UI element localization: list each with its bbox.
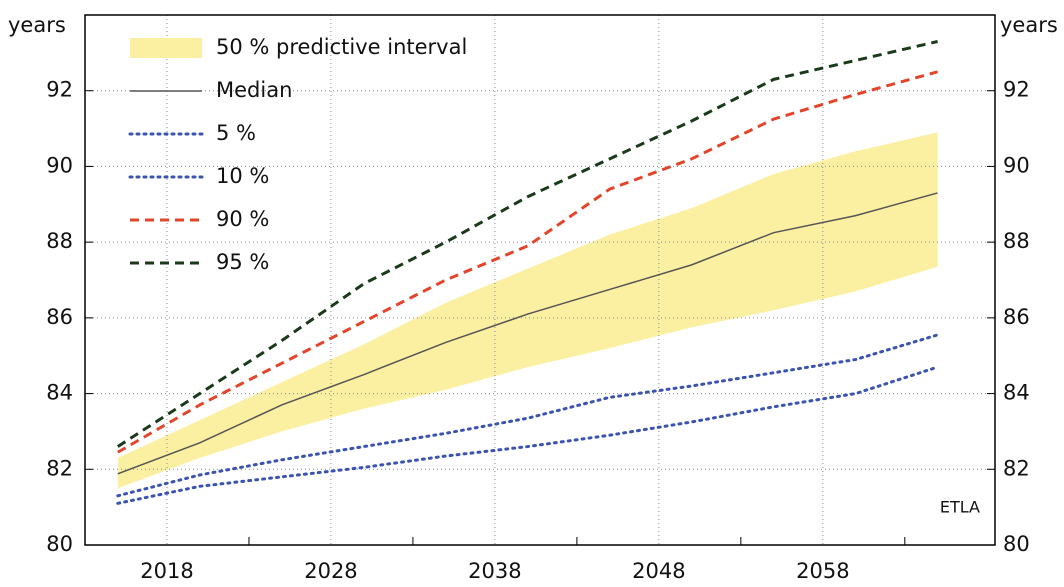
series-line (117, 192, 938, 475)
plot-frame (84, 14, 996, 546)
legend-swatch (130, 38, 202, 58)
legend-label: 95 % (216, 250, 269, 274)
y-tick-label: 90 (46, 153, 73, 177)
x-tick-label: 2038 (468, 559, 521, 583)
y2-axis-label: years (1000, 13, 1058, 37)
y2-tick-label: 88 (1003, 229, 1030, 253)
y2-tick-label: 92 (1003, 78, 1030, 102)
y-tick-label: 86 (46, 305, 73, 329)
series-line (117, 70, 939, 454)
y-tick-label: 84 (46, 381, 73, 405)
y-tick-label: 92 (46, 78, 73, 102)
y2-tick-label: 90 (1003, 153, 1030, 177)
series-line (116, 333, 940, 498)
x-tick-label: 2028 (304, 559, 357, 583)
y-tick-label: 82 (46, 456, 73, 480)
x-tick-label: 2058 (796, 559, 849, 583)
series-line (116, 365, 940, 505)
legend-label: Median (216, 78, 292, 102)
x-tick-label: 2048 (632, 559, 685, 583)
y2-tick-label: 80 (1003, 532, 1030, 556)
legend-label: 5 % (216, 121, 256, 145)
annotation: ETLA (940, 498, 980, 517)
y2-tick-label: 86 (1003, 305, 1030, 329)
y2-tick-label: 82 (1003, 456, 1030, 480)
legend-label: 50 % predictive interval (216, 35, 467, 59)
x-tick-label: 2018 (140, 559, 193, 583)
y-axis-label: years (8, 13, 66, 37)
y-tick-label: 80 (46, 532, 73, 556)
y-tick-label: 88 (46, 229, 73, 253)
y2-tick-label: 84 (1003, 381, 1030, 405)
legend-label: 10 % (216, 164, 269, 188)
legend-label: 90 % (216, 207, 269, 231)
interval-band (117, 132, 938, 489)
series-line (116, 40, 938, 448)
